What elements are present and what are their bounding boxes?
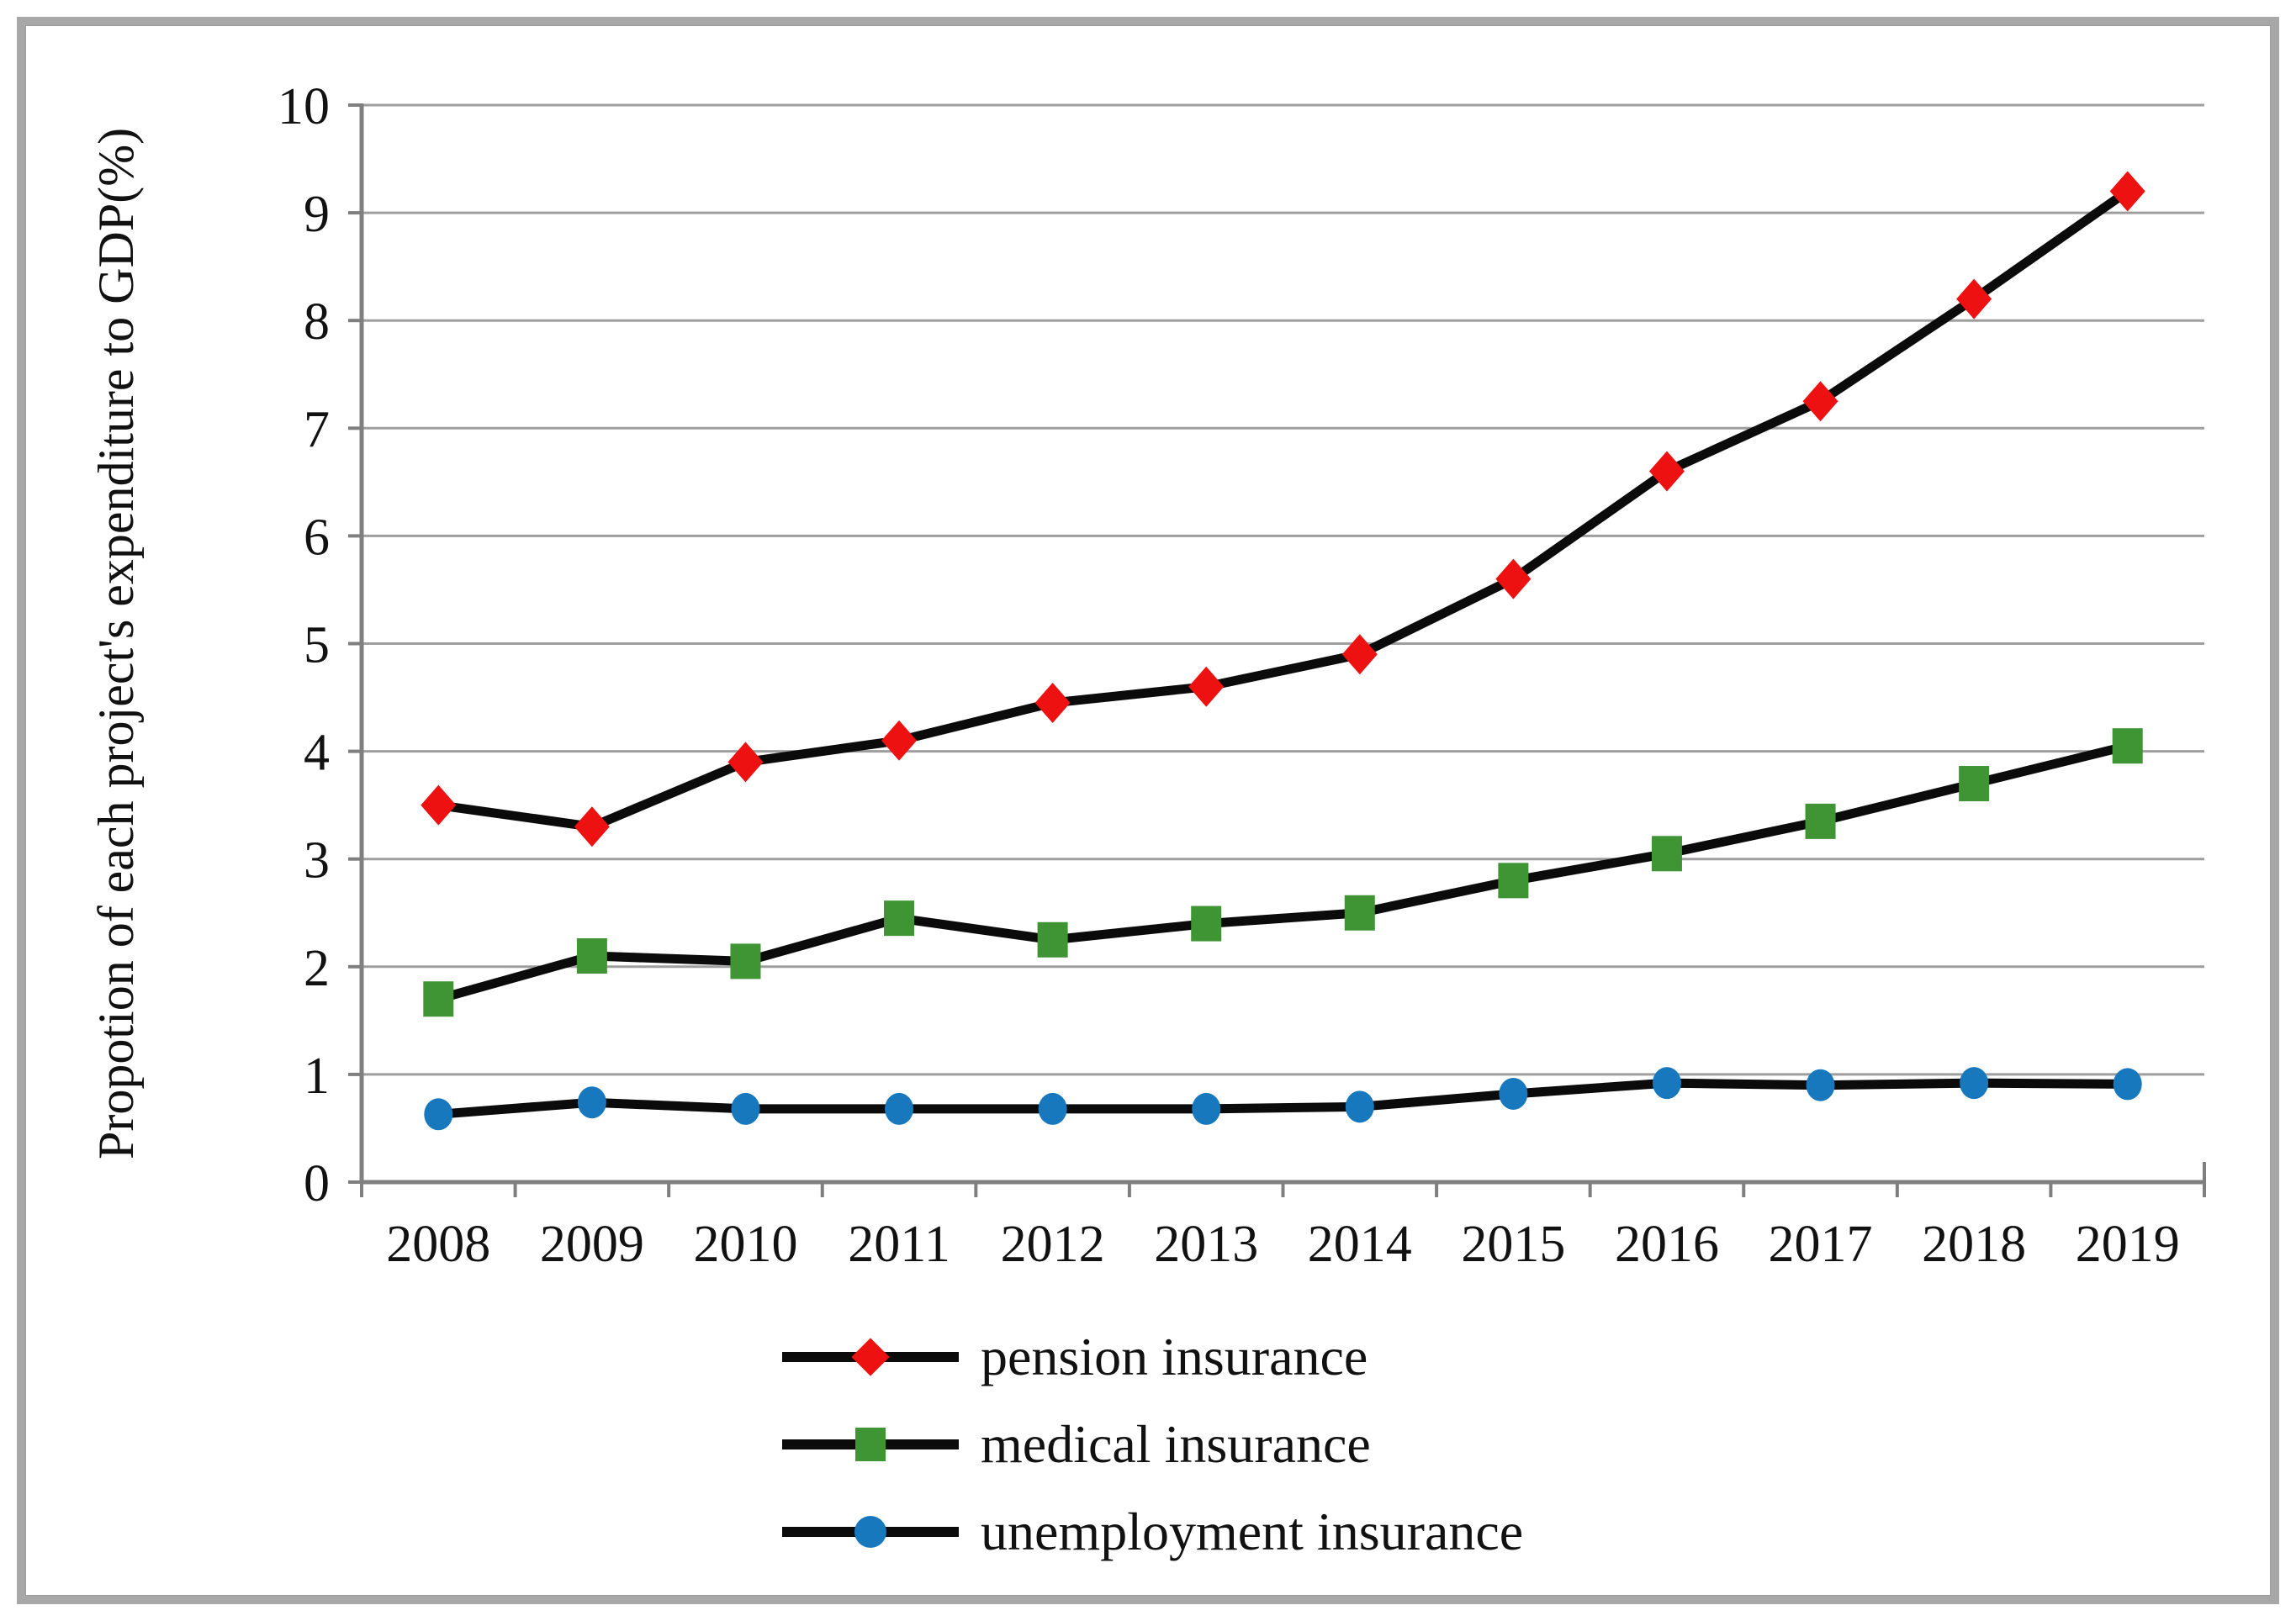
data-point-diamond-icon bbox=[2109, 171, 2145, 212]
data-point-diamond-icon bbox=[1648, 451, 1685, 492]
x-tick-label: 2016 bbox=[1615, 1216, 1719, 1273]
y-tick-label: 5 bbox=[304, 617, 330, 674]
x-tick-label: 2011 bbox=[848, 1216, 950, 1273]
y-tick-label: 10 bbox=[278, 78, 330, 135]
legend: pension insurance medical insurance unem… bbox=[782, 1313, 1523, 1576]
data-point-diamond-icon bbox=[881, 720, 918, 761]
data-point-square-icon bbox=[1037, 921, 1068, 958]
data-point-square-icon bbox=[1805, 803, 1836, 839]
data-point-circle-icon bbox=[1652, 1067, 1681, 1100]
data-point-square-icon bbox=[2112, 728, 2143, 764]
x-tick-label: 2013 bbox=[1154, 1216, 1258, 1273]
data-point-circle-icon bbox=[1499, 1077, 1528, 1110]
data-point-diamond-icon bbox=[1956, 278, 1992, 319]
legend-label-unemployment: unemployment insurance bbox=[981, 1502, 1524, 1561]
data-point-diamond-icon bbox=[1802, 381, 1838, 422]
legend-line bbox=[782, 1516, 959, 1548]
legend-label-medical: medical insurance bbox=[981, 1414, 1371, 1474]
data-point-square-icon bbox=[1191, 906, 1222, 942]
data-point-circle-icon bbox=[2113, 1068, 2142, 1101]
y-tick-label: 0 bbox=[304, 1155, 330, 1212]
y-gridlines bbox=[362, 103, 2204, 1076]
series-line bbox=[433, 741, 2133, 1004]
data-point-diamond-icon bbox=[421, 784, 457, 826]
data-point-circle-icon bbox=[1960, 1067, 1989, 1100]
data-point-circle-icon bbox=[731, 1092, 760, 1125]
data-point-square-icon bbox=[884, 900, 915, 937]
x-tick-label: 2015 bbox=[1461, 1216, 1565, 1273]
pension-diamond-marker-icon bbox=[851, 1338, 890, 1376]
data-point-square-icon bbox=[423, 981, 454, 1017]
data-point-circle-icon bbox=[424, 1098, 453, 1131]
x-tick-labels: 2008 2009 2010 2011 2012 2013 2014 2015 2016 2017… bbox=[386, 1216, 2179, 1273]
legend-line bbox=[782, 1338, 959, 1376]
y-tick-label: 9 bbox=[304, 186, 330, 243]
data-point-circle-icon bbox=[1192, 1092, 1221, 1125]
x-tick-label: 2010 bbox=[693, 1216, 797, 1273]
data-point-circle-icon bbox=[885, 1092, 914, 1125]
series-line bbox=[433, 186, 2133, 832]
data-point-diamond-icon bbox=[1188, 666, 1225, 707]
legend-item-unemployment: unemployment insurance bbox=[782, 1488, 1523, 1576]
y-tick-label: 4 bbox=[304, 725, 330, 782]
data-point-diamond-icon bbox=[1341, 634, 1378, 675]
legend-item-pension: pension insurance bbox=[782, 1313, 1523, 1401]
series-line bbox=[433, 1078, 2133, 1119]
legend-line bbox=[782, 1428, 959, 1461]
data-point-circle-icon bbox=[1806, 1069, 1835, 1101]
axes bbox=[348, 103, 2206, 1197]
legend-label-pension: pension insurance bbox=[981, 1327, 1368, 1386]
data-point-square-icon bbox=[1498, 863, 1529, 899]
y-tick-label: 3 bbox=[304, 832, 330, 890]
x-tick-label: 2014 bbox=[1308, 1216, 1412, 1273]
y-tick-label: 2 bbox=[304, 940, 330, 997]
data-point-diamond-icon bbox=[1034, 682, 1071, 723]
data-point-square-icon bbox=[1344, 895, 1375, 931]
y-tick-label: 8 bbox=[304, 293, 330, 351]
data-point-diamond-icon bbox=[727, 742, 764, 783]
data-point-square-icon bbox=[1651, 836, 1682, 872]
data-point-square-icon bbox=[576, 937, 607, 974]
x-tick-label: 2017 bbox=[1769, 1216, 1873, 1273]
x-tick-label: 2019 bbox=[2076, 1216, 2180, 1273]
data-point-circle-icon bbox=[577, 1086, 606, 1119]
x-tick-label: 2008 bbox=[386, 1216, 490, 1273]
legend-item-medical: medical insurance bbox=[782, 1401, 1523, 1488]
series-unemployment-insurance bbox=[424, 1067, 2142, 1131]
data-point-square-icon bbox=[730, 943, 761, 979]
x-tick-label: 2018 bbox=[1922, 1216, 2026, 1273]
data-point-diamond-icon bbox=[574, 806, 610, 847]
data-point-circle-icon bbox=[1038, 1092, 1067, 1125]
data-point-circle-icon bbox=[1345, 1090, 1374, 1123]
x-tick-label: 2009 bbox=[540, 1216, 644, 1273]
medical-square-marker-icon bbox=[855, 1428, 886, 1461]
y-tick-label: 7 bbox=[304, 401, 330, 458]
data-point-square-icon bbox=[1959, 766, 1990, 802]
y-tick-label: 1 bbox=[304, 1048, 330, 1105]
series-medical-insurance bbox=[423, 728, 2143, 1017]
unemployment-circle-marker-icon bbox=[854, 1516, 886, 1548]
series-pension-insurance bbox=[421, 171, 2145, 847]
y-tick-labels: 0 1 2 3 4 5 6 7 8 9 10 bbox=[278, 78, 330, 1212]
x-tick-label: 2012 bbox=[1001, 1216, 1105, 1273]
data-point-diamond-icon bbox=[1495, 558, 1532, 599]
y-tick-label: 6 bbox=[304, 509, 330, 566]
